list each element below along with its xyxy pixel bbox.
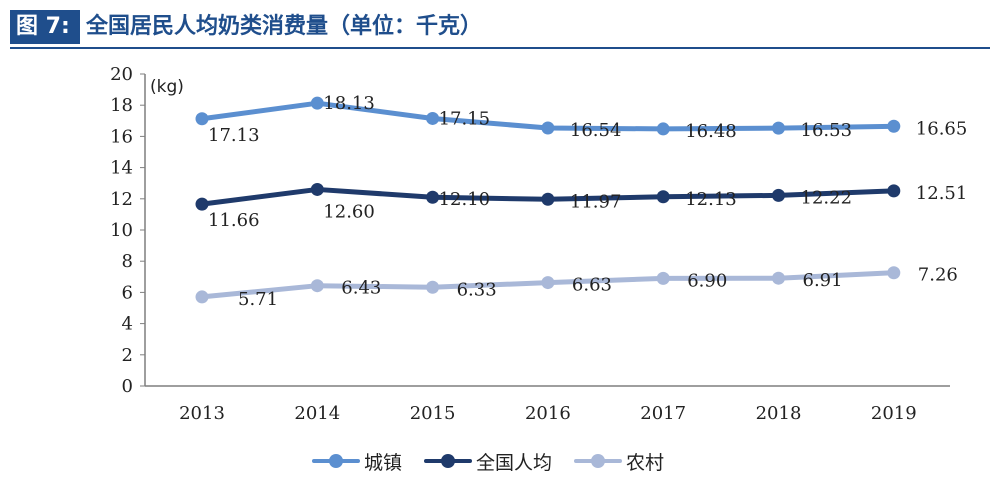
legend-swatch [312, 454, 360, 468]
data-label: 5.71 [238, 289, 278, 310]
x-tick-label: 2013 [179, 403, 225, 424]
data-point [887, 266, 901, 280]
y-tick-label: 14 [110, 158, 133, 179]
legend-label: 农村 [626, 451, 665, 474]
data-point [656, 271, 670, 285]
data-point [426, 111, 440, 125]
data-label: 7.26 [918, 265, 958, 286]
data-point [887, 184, 901, 198]
data-point [541, 121, 555, 135]
figure-header: 图 7: 全国居民人均奶类消费量（单位：千克） [10, 10, 990, 49]
data-point [310, 182, 324, 196]
x-tick-label: 2018 [756, 403, 802, 424]
data-label: 12.22 [801, 187, 853, 208]
x-tick-label: 2016 [525, 403, 571, 424]
x-tick-label: 2017 [640, 403, 686, 424]
data-point [541, 192, 555, 206]
data-point [541, 276, 555, 290]
data-label: 17.15 [439, 108, 491, 129]
data-label: 6.91 [803, 270, 843, 291]
x-tick-label: 2015 [410, 403, 456, 424]
y-tick-label: 6 [122, 282, 133, 303]
legend-item: 农村 [574, 448, 664, 475]
data-label: 16.54 [570, 120, 622, 141]
y-unit-label: (kg) [150, 77, 184, 97]
data-point [310, 96, 324, 110]
data-label: 16.65 [916, 118, 968, 139]
data-label: 6.63 [572, 275, 612, 296]
chart-series [195, 96, 901, 304]
figure-title: 全国居民人均奶类消费量（单位：千克） [86, 14, 483, 39]
data-point [772, 271, 785, 285]
legend-item: 全国人均 [424, 448, 552, 475]
chart-data-labels: 17.13 18.13 17.15 16.54 16.48 16.53 16.65 11.66… [208, 93, 967, 310]
data-point [887, 119, 901, 133]
data-point [656, 122, 670, 136]
data-point [195, 290, 209, 304]
legend-item: 城镇 [312, 448, 402, 475]
y-tick-label: 18 [110, 95, 133, 116]
data-label: 11.97 [570, 191, 622, 212]
y-tick-label: 8 [122, 251, 133, 272]
legend-swatch [424, 454, 473, 468]
data-point [426, 280, 440, 294]
data-label: 16.53 [801, 120, 853, 141]
data-point [195, 197, 209, 211]
y-tick-label: 0 [122, 376, 133, 397]
header-divider [10, 47, 990, 49]
data-point [310, 279, 324, 293]
data-point [426, 190, 440, 204]
x-tick-label: 2014 [294, 403, 340, 424]
data-label: 12.60 [323, 201, 375, 222]
data-label: 16.48 [685, 121, 737, 142]
data-point [772, 121, 785, 135]
y-tick-label: 10 [110, 220, 133, 241]
x-tick-label: 2019 [871, 403, 917, 424]
data-label: 6.33 [457, 279, 497, 300]
data-label: 6.90 [687, 270, 727, 291]
data-point [195, 112, 209, 126]
data-label: 12.13 [685, 189, 737, 210]
legend-label: 城镇 [364, 451, 403, 474]
y-tick-label: 16 [110, 126, 133, 147]
legend-label: 全国人均 [476, 451, 553, 474]
legend-swatch [574, 454, 623, 468]
data-label: 12.51 [916, 183, 968, 204]
chart-legend: 城镇 全国人均 农村 [312, 446, 686, 476]
y-tick-label: 2 [122, 345, 133, 366]
data-label: 17.13 [208, 125, 260, 146]
data-label: 11.66 [208, 210, 260, 231]
chart-axes: 0 2 4 6 8 10 12 14 16 18 20 2013 2014 2015 2016 2017 201… [110, 64, 950, 424]
figure-label: 图 7: [10, 10, 80, 44]
data-label: 12.10 [439, 189, 491, 210]
y-tick-label: 4 [122, 314, 133, 335]
data-point [772, 188, 785, 202]
y-tick-label: 12 [110, 189, 133, 210]
data-point [656, 190, 670, 204]
data-label: 6.43 [341, 278, 381, 299]
y-tick-label: 20 [110, 64, 133, 85]
data-label: 18.13 [323, 93, 375, 114]
